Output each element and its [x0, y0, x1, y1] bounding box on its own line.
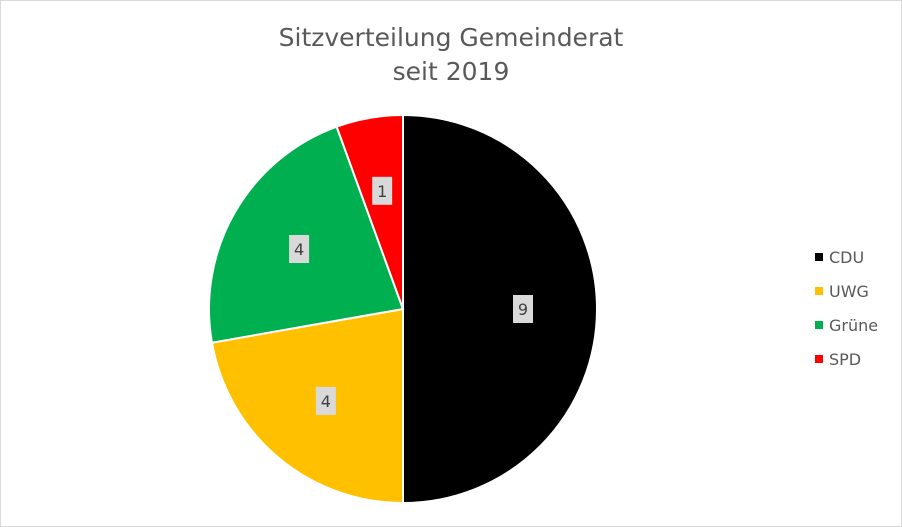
legend-label-uwg: UWG: [829, 281, 869, 301]
legend-item-cdu: CDU: [815, 245, 895, 269]
legend: CDU UWG Grüne SPD: [815, 245, 895, 381]
legend-item-gruene: Grüne: [815, 313, 895, 337]
chart-title: Sitzverteilung Gemeinderat: [278, 23, 624, 52]
data-label-cdu: 9: [518, 300, 528, 319]
legend-item-uwg: UWG: [815, 279, 895, 303]
legend-label-spd: SPD: [829, 349, 862, 369]
data-label-bg-spd: [372, 176, 393, 205]
data-label-bg-uwg: [315, 386, 336, 415]
legend-swatch-cdu: [815, 253, 823, 261]
pie-slice-cdu: [402, 113, 598, 505]
data-label-bg-gruene: [289, 235, 310, 263]
data-label-gruene: 4: [294, 240, 304, 259]
legend-label-cdu: CDU: [829, 247, 865, 267]
data-label-spd: 1: [377, 182, 387, 201]
legend-swatch-uwg: [815, 287, 823, 295]
legend-swatch-gruene: [815, 321, 823, 329]
data-label-uwg: 4: [321, 392, 331, 411]
legend-item-spd: SPD: [815, 347, 895, 371]
chart-title-block: Sitzverteilung Gemeinderat seit 2019: [1, 21, 901, 89]
pie-slice-spd: [335, 113, 404, 310]
legend-label-gruene: Grüne: [829, 315, 879, 335]
pie-slice-uwg: [210, 307, 404, 505]
legend-swatch-spd: [815, 355, 823, 363]
pie-slice-gruene: [208, 125, 405, 344]
chart-subtitle: seit 2019: [392, 57, 510, 86]
data-label-bg-cdu: [513, 295, 533, 323]
